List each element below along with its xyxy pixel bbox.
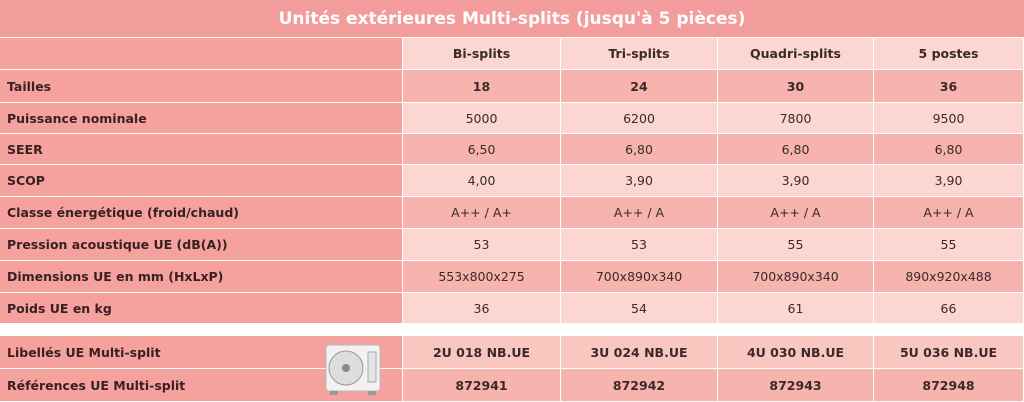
cell-value: 700x890x340 (718, 261, 874, 293)
column-header: Tri-splits (561, 38, 718, 70)
cell-value: 61 (718, 293, 874, 324)
cell-value: 6,80 (561, 134, 718, 165)
row-label: Poids UE en kg (0, 293, 403, 324)
cell-value: 890x920x488 (874, 261, 1024, 293)
cell-value: 53 (561, 229, 718, 261)
cell-value: 6200 (561, 103, 718, 134)
cell-value: 5U 036 NB.UE (874, 336, 1024, 369)
cell-value: 5000 (403, 103, 561, 134)
unit-image (325, 344, 381, 395)
cell-value: 7800 (718, 103, 874, 134)
cell-value: 6,50 (403, 134, 561, 165)
cell-value: 3,90 (718, 165, 874, 197)
cell-value: 3,90 (874, 165, 1024, 197)
column-header: 5 postes (874, 38, 1024, 70)
cell-value: 872941 (403, 369, 561, 402)
row-label: SEER (0, 134, 403, 165)
row-label: Dimensions UE en mm (HxLxP) (0, 261, 403, 293)
cell-value: 55 (718, 229, 874, 261)
column-header: Quadri-splits (718, 38, 874, 70)
cell-value: 9500 (874, 103, 1024, 134)
cell-value: 872948 (874, 369, 1024, 402)
cell-value: 4,00 (403, 165, 561, 197)
table-title: Unités extérieures Multi-splits (jusqu'à… (0, 0, 1024, 38)
row-label: Tailles (0, 70, 403, 103)
cell-value: 553x800x275 (403, 261, 561, 293)
header-blank (0, 38, 403, 70)
row-label: SCOP (0, 165, 403, 197)
cell-value: 66 (874, 293, 1024, 324)
cell-value: 36 (403, 293, 561, 324)
cell-value: 4U 030 NB.UE (718, 336, 874, 369)
cell-value: 872943 (718, 369, 874, 402)
cell-value: 6,80 (874, 134, 1024, 165)
cell-value: 6,80 (718, 134, 874, 165)
row-label: Pression acoustique UE (dB(A)) (0, 229, 403, 261)
cell-value: 2U 018 NB.UE (403, 336, 561, 369)
cell-value: 3U 024 NB.UE (561, 336, 718, 369)
cell-value: 53 (403, 229, 561, 261)
column-header: Bi-splits (403, 38, 561, 70)
cell-value: A++ / A (561, 197, 718, 229)
cell-value: A++ / A+ (403, 197, 561, 229)
cell-value: 36 (874, 70, 1024, 103)
cell-value: 18 (403, 70, 561, 103)
cell-value: 55 (874, 229, 1024, 261)
cell-value: 700x890x340 (561, 261, 718, 293)
cell-value: A++ / A (718, 197, 874, 229)
row-label: Classe énergétique (froid/chaud) (0, 197, 403, 229)
cell-value: 24 (561, 70, 718, 103)
cell-value: 872942 (561, 369, 718, 402)
cell-value: 30 (718, 70, 874, 103)
row-label: Puissance nominale (0, 103, 403, 134)
cell-value: 54 (561, 293, 718, 324)
cell-value: A++ / A (874, 197, 1024, 229)
cell-value: 3,90 (561, 165, 718, 197)
